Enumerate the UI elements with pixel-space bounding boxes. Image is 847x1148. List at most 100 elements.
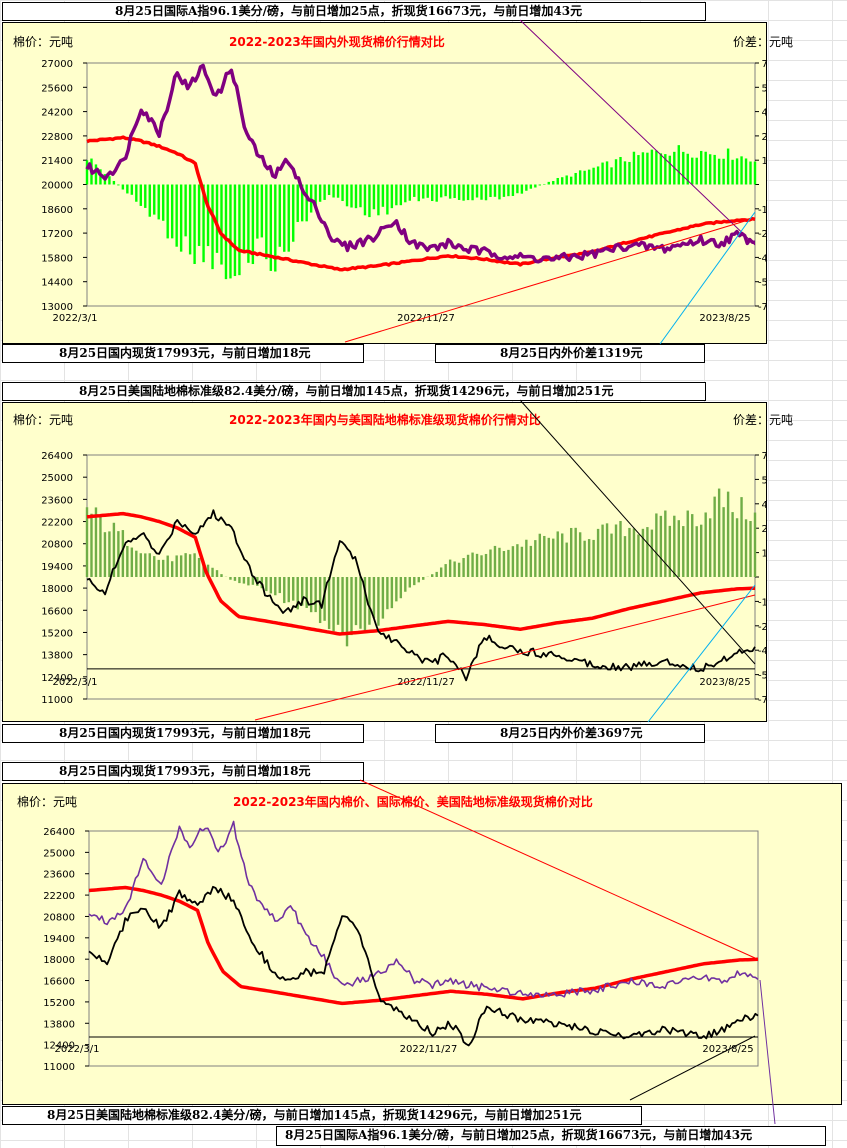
y2-tick-label: -2800 <box>758 229 766 240</box>
diff-bar <box>144 184 147 208</box>
diff-bar <box>377 184 380 216</box>
y-tick-label: 13800 <box>43 1019 75 1030</box>
diff-bar <box>623 536 627 577</box>
chart-3-plot: 26400 25000 23600 22200 20800 19400 18000 16600… <box>43 820 759 1073</box>
diff-bar <box>260 184 264 238</box>
diff-bar <box>583 170 586 185</box>
diff-bar <box>664 154 667 185</box>
diff-bar <box>650 529 654 577</box>
diff-bar <box>650 149 654 185</box>
diff-bar <box>202 184 205 263</box>
diff-bar <box>592 167 595 185</box>
diff-bar <box>475 184 479 198</box>
diff-bar <box>632 528 636 577</box>
chart-1-panel[interactable]: 棉价：元吨 2022-2023年国内外现货棉价行情对比 价差：元吨 27000 2… <box>2 22 793 344</box>
diff-bar <box>493 184 497 197</box>
diff-bar <box>520 546 524 577</box>
diff-bar <box>386 577 389 610</box>
caption-domestic-1: 8月25日国内现货17993元，与前日增加18元 <box>2 344 364 363</box>
diff-bar <box>565 542 568 577</box>
diff-bar <box>529 545 533 577</box>
diff-bar <box>516 544 519 577</box>
diff-bar <box>251 577 255 585</box>
chart-3-panel[interactable]: 棉价：元吨 2022-2023年国内棉价、国际棉价、美国陆地标准级现货棉价对比 … <box>2 783 842 1105</box>
diff-bar <box>543 535 546 577</box>
x-tick-label: 2022/3/1 <box>53 677 98 688</box>
diff-bar <box>623 161 627 185</box>
diff-bar <box>153 184 156 215</box>
diff-bar <box>726 491 730 577</box>
diff-bar <box>422 577 425 580</box>
y2-tick-label: -5600 <box>758 671 766 682</box>
diff-bar <box>126 545 129 577</box>
diff-bar <box>453 184 456 199</box>
diff-bar <box>368 184 371 218</box>
diff-bar <box>229 577 232 580</box>
diff-bar <box>735 518 739 577</box>
diff-bar <box>489 184 492 198</box>
diff-bar <box>682 526 685 577</box>
diff-bar <box>749 521 752 577</box>
diff-bar <box>341 577 344 634</box>
y2-tick-label: 1400 <box>762 549 766 560</box>
diff-bar <box>121 530 125 577</box>
diff-bar <box>561 533 564 577</box>
diff-bar <box>677 145 680 185</box>
diff-bar <box>520 184 524 194</box>
diff-bar <box>552 538 555 577</box>
diff-bar <box>655 150 658 185</box>
diff-bar <box>399 184 403 206</box>
diff-bar <box>139 184 142 206</box>
diff-bar <box>700 524 703 577</box>
diff-bar <box>574 527 577 577</box>
y-tick-label: 25000 <box>41 473 73 484</box>
x-tick-label: 2022/3/1 <box>53 313 98 324</box>
diff-bar <box>578 532 582 577</box>
diff-bar <box>614 159 618 185</box>
diff-bar <box>188 184 192 255</box>
diff-bar <box>233 184 237 277</box>
diff-bar <box>708 154 712 185</box>
chart-3-ylabel: 棉价：元吨 <box>17 795 78 809</box>
diff-bar <box>381 577 385 619</box>
y-tick-label: 13000 <box>41 302 73 313</box>
chart-2-panel[interactable]: 棉价：元吨 2022-2023年国内与美国陆地棉标准级现货棉价行情对比 价差：元… <box>2 402 793 722</box>
diff-bar <box>619 156 622 185</box>
diff-bar <box>332 184 335 198</box>
diff-bar <box>112 522 116 577</box>
diff-bar <box>691 157 694 185</box>
y-tick-label: 23600 <box>41 495 73 506</box>
diff-bar <box>717 488 721 577</box>
diff-bar <box>543 183 546 185</box>
diff-bar <box>417 184 420 202</box>
diff-bar <box>193 184 196 264</box>
y2-tick-label: 4200 <box>762 108 766 119</box>
diff-bar <box>700 150 703 185</box>
diff-bar <box>431 184 434 202</box>
y-tick-label: 16600 <box>43 977 75 988</box>
y2-tick-label: -7000 <box>758 695 766 706</box>
diff-bar <box>659 153 663 185</box>
y-tick-label: 25000 <box>43 848 75 859</box>
diff-bar <box>305 577 308 608</box>
y-tick-label: 19400 <box>43 934 75 945</box>
diff-bar <box>453 561 456 577</box>
diff-bar <box>211 567 214 577</box>
diff-bar <box>166 184 169 239</box>
diff-bar <box>749 161 752 185</box>
series-line <box>88 885 759 1047</box>
diff-bar <box>314 184 317 206</box>
diff-bar <box>170 561 174 577</box>
plot-area <box>86 454 756 700</box>
diff-bar <box>359 577 362 629</box>
diff-bar <box>220 184 223 265</box>
diff-bar <box>108 531 111 577</box>
diff-bar <box>664 510 667 577</box>
y-tick-label: 18000 <box>41 584 73 595</box>
diff-bar <box>547 181 550 185</box>
y-tick-label: 20800 <box>41 540 73 551</box>
diff-bar <box>139 553 142 577</box>
y2-tick-label: 5600 <box>762 83 766 94</box>
diff-bar <box>300 577 304 606</box>
diff-bar <box>525 539 528 577</box>
